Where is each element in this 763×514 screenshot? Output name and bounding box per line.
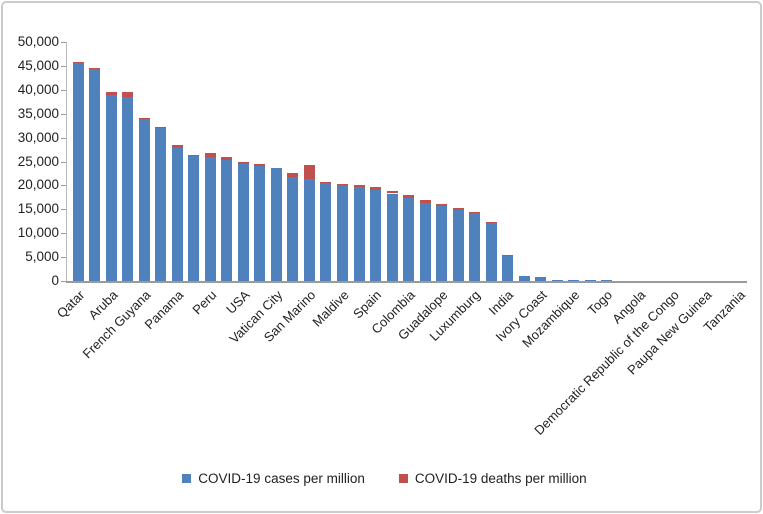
y-tick-label: 40,000 xyxy=(17,82,59,97)
bar-cases-col4 xyxy=(122,97,134,281)
y-tick-label: 10,000 xyxy=(17,225,59,240)
y-axis-tick xyxy=(61,66,66,67)
y-axis-tick xyxy=(61,185,66,186)
bar-cases-col14 xyxy=(287,177,299,281)
bar-cases-Peru xyxy=(204,156,216,281)
bar-deaths-col6 xyxy=(155,127,167,128)
y-tick-label: 15,000 xyxy=(17,201,59,216)
bar-cases-Aruba xyxy=(105,95,117,281)
bar-cases-French Guyana xyxy=(138,118,150,281)
bar-deaths-Maldive xyxy=(337,184,348,186)
bar-cases-col6 xyxy=(155,127,167,281)
y-axis-tick xyxy=(61,90,66,91)
bar-deaths-Guadalope xyxy=(436,204,447,207)
bar-cases-Maldive xyxy=(337,185,348,281)
bar-deaths-col24 xyxy=(452,207,464,210)
x-tick-label: Peru xyxy=(189,287,220,318)
bar-cases-Vatican City xyxy=(270,167,282,281)
y-axis-tick xyxy=(61,162,66,163)
y-axis-tick xyxy=(61,42,66,43)
y-axis-tick xyxy=(61,257,66,258)
y-axis-tick xyxy=(61,114,66,115)
bar-deaths-col4 xyxy=(122,92,134,97)
x-tick-label: Maldive xyxy=(309,287,352,330)
y-tick-label: 30,000 xyxy=(17,130,59,145)
bar-cases-col28 xyxy=(518,276,530,281)
bar-deaths-India xyxy=(502,254,514,256)
bar-cases-India xyxy=(502,255,514,281)
bar-cases-col22 xyxy=(419,202,431,281)
x-axis-line xyxy=(66,281,747,283)
bar-cases-col30 xyxy=(551,279,563,281)
bar-cases-Luxumburg xyxy=(469,213,480,281)
y-tick-label: 35,000 xyxy=(17,106,59,121)
plot-area: 0 5,000 10,000 15,000 20,000 25,000 30,000 35,0… xyxy=(3,3,760,511)
bar-cases-Spain xyxy=(370,189,381,281)
legend-label-deaths: COVID-19 deaths per million xyxy=(414,471,587,486)
y-axis-tick xyxy=(61,281,66,282)
bar-deaths-col8 xyxy=(188,155,200,156)
legend-swatch-deaths-icon xyxy=(398,474,408,483)
y-tick-label: 25,000 xyxy=(17,154,59,169)
y-tick-label: 45,000 xyxy=(17,58,59,73)
bar-deaths-USA xyxy=(237,161,249,165)
bar-cases-col16 xyxy=(320,182,332,281)
legend-label-cases: COVID-19 cases per million xyxy=(198,471,365,486)
x-tick-label: Qatar xyxy=(53,287,88,321)
bar-deaths-Qatar xyxy=(72,62,84,63)
bar-cases-San Marino xyxy=(303,179,315,281)
bar-deaths-col10 xyxy=(221,157,233,160)
y-axis-line xyxy=(66,42,67,281)
bar-deaths-col2 xyxy=(89,68,101,69)
bar-cases-col10 xyxy=(221,160,233,281)
bar-cases-Qatar xyxy=(72,62,84,281)
bar-deaths-Colombia xyxy=(403,195,414,198)
bar-cases-USA xyxy=(237,164,249,281)
y-axis-tick xyxy=(61,209,66,210)
bar-deaths-col14 xyxy=(287,173,299,178)
bar-deaths-Panama xyxy=(171,145,183,149)
bar-cases-col24 xyxy=(452,209,464,281)
bar-cases-col26 xyxy=(485,222,497,281)
legend: COVID-19 cases per million COVID-19 deat… xyxy=(3,471,763,486)
bar-deaths-French Guyana xyxy=(138,117,150,119)
bar-cases-col34 xyxy=(617,280,629,281)
bar-cases-Panama xyxy=(171,148,183,281)
bar-cases-col20 xyxy=(386,193,398,281)
bar-cases-Togo xyxy=(601,280,613,281)
bar-deaths-Peru xyxy=(204,153,216,157)
bar-cases-Guadalope xyxy=(436,206,447,281)
bar-deaths-col16 xyxy=(320,182,332,183)
legend-swatch-cases-icon xyxy=(182,474,192,483)
bar-deaths-col22 xyxy=(419,200,431,203)
legend-item-deaths: COVID-19 deaths per million xyxy=(398,471,587,486)
bar-deaths-col20 xyxy=(386,190,398,194)
y-axis-tick xyxy=(61,138,66,139)
bar-cases-Mozambique xyxy=(568,279,580,281)
y-axis-tick xyxy=(61,233,66,234)
bar-deaths-Spain xyxy=(370,186,381,190)
bar-deaths-col18 xyxy=(353,184,365,188)
bar-cases-col8 xyxy=(188,155,200,281)
y-tick-label: 20,000 xyxy=(17,177,59,192)
bar-cases-col12 xyxy=(254,166,266,281)
bar-deaths-col12 xyxy=(254,163,266,167)
bar-deaths-Luxumburg xyxy=(469,212,480,214)
legend-item-cases: COVID-19 cases per million xyxy=(182,471,365,486)
bar-deaths-San Marino xyxy=(303,165,315,180)
bar-cases-Colombia xyxy=(403,197,414,281)
y-tick-label: 0 xyxy=(51,273,59,288)
bar-cases-col32 xyxy=(584,280,596,281)
y-tick-label: 5,000 xyxy=(25,249,59,264)
bar-cases-col18 xyxy=(353,187,365,281)
bar-deaths-Aruba xyxy=(105,91,117,95)
y-tick-label: 50,000 xyxy=(17,34,59,49)
bar-cases-col2 xyxy=(89,68,101,281)
bar-deaths-col26 xyxy=(485,221,497,223)
bar-cases-Ivory Coast xyxy=(535,276,547,281)
